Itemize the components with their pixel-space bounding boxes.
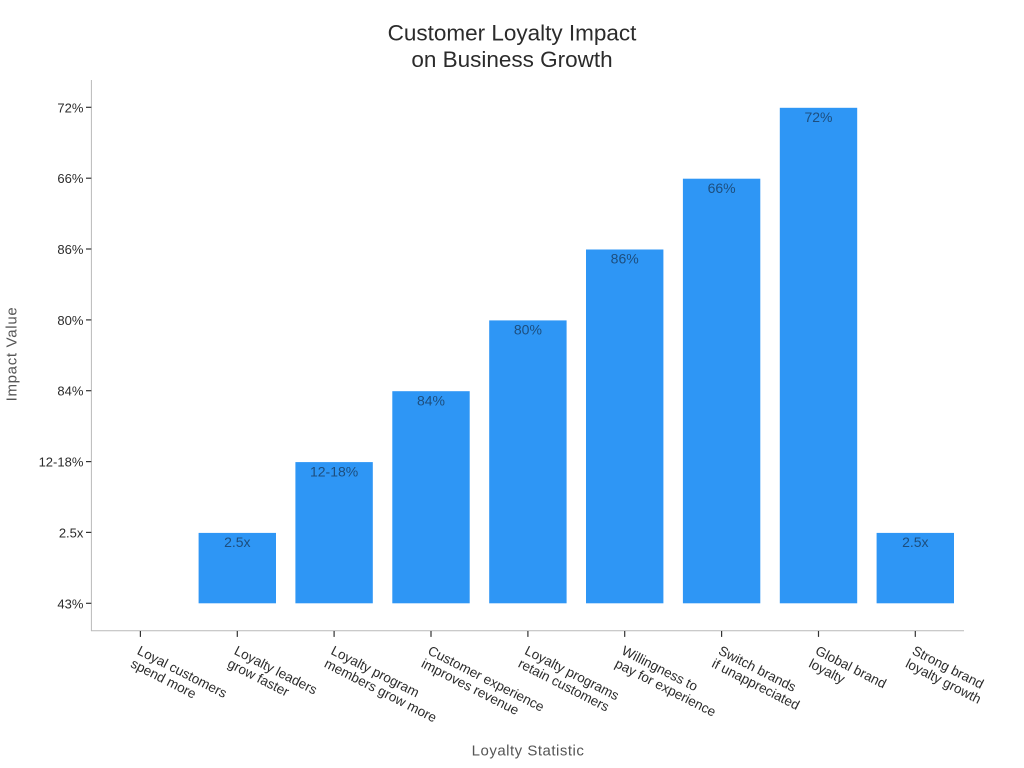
svg-text:66%: 66% [708, 180, 736, 196]
svg-text:80%: 80% [57, 313, 83, 328]
svg-text:43%: 43% [57, 596, 83, 611]
svg-text:on Business Growth: on Business Growth [411, 47, 612, 72]
svg-text:86%: 86% [611, 251, 639, 267]
svg-text:12-18%: 12-18% [310, 463, 358, 479]
svg-text:66%: 66% [57, 171, 83, 186]
svg-text:2.5x: 2.5x [902, 534, 928, 550]
svg-text:12-18%: 12-18% [39, 455, 84, 470]
svg-text:80%: 80% [514, 322, 542, 338]
svg-text:2.5x: 2.5x [59, 525, 84, 540]
svg-text:2.5x: 2.5x [224, 534, 250, 550]
svg-text:84%: 84% [57, 384, 83, 399]
svg-text:86%: 86% [57, 242, 83, 257]
svg-text:84%: 84% [417, 392, 445, 408]
svg-text:Impact Value: Impact Value [4, 307, 21, 402]
svg-text:72%: 72% [57, 100, 83, 115]
svg-text:Customer Loyalty Impact: Customer Loyalty Impact [388, 21, 638, 46]
svg-text:Loyalty Statistic: Loyalty Statistic [472, 743, 585, 760]
svg-text:72%: 72% [804, 109, 832, 125]
